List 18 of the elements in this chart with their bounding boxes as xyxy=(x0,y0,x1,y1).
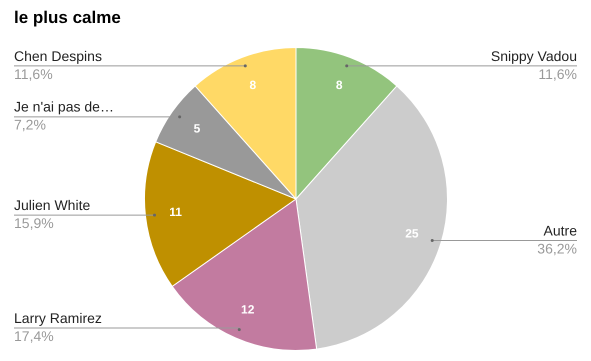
data-label: 8 xyxy=(336,78,343,92)
slice-label: Je n'ai pas de… xyxy=(14,98,114,115)
text: 36,2% xyxy=(537,240,577,256)
slice-label: Snippy Vadou xyxy=(490,48,577,64)
data-label: 5 xyxy=(194,121,201,136)
text: 15,9% xyxy=(14,215,54,232)
data-label: 8 xyxy=(249,78,256,92)
text: 7,2% xyxy=(14,116,46,133)
text: 11,6% xyxy=(14,66,53,82)
data-label: 11 xyxy=(169,205,182,220)
slice-label: Larry Ramirez xyxy=(14,310,102,326)
text: 11,6% xyxy=(538,66,577,82)
data-label: 12 xyxy=(241,302,255,316)
slice-label: Julien White xyxy=(14,197,90,214)
slice-label: Autre xyxy=(544,222,578,238)
text: 17,4% xyxy=(14,328,54,344)
chart-title: le plus calme xyxy=(14,8,121,28)
slice-label: Chen Despins xyxy=(14,48,102,64)
